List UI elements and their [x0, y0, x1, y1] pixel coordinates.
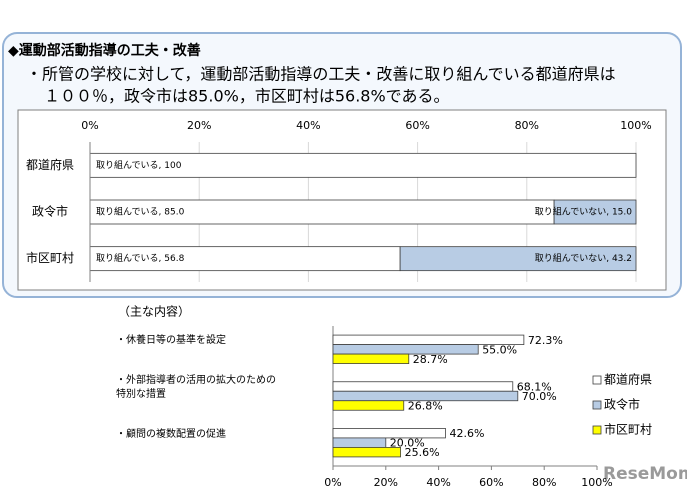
bar	[332, 344, 479, 355]
x-tick-label: 60%	[405, 119, 429, 132]
bar	[332, 381, 514, 392]
legend-label: 政令市	[604, 397, 640, 412]
subtitle: （主な内容）	[118, 304, 190, 319]
legend-label: 都道府県	[604, 372, 652, 387]
legend-label: 市区町村	[604, 422, 652, 437]
value-label: 26.8%	[408, 400, 443, 413]
legend-swatch	[592, 400, 602, 410]
value-label: 55.0%	[482, 343, 517, 356]
y-tick-label: 都道府県	[26, 157, 74, 172]
bar	[332, 447, 401, 458]
value-label: 取り組んでいる, 100	[96, 159, 182, 171]
value-label: 20.0%	[390, 437, 425, 450]
x-tick-label: 40%	[296, 119, 320, 132]
bar	[332, 437, 387, 448]
title: ◆運動部活動指導の工夫・改善	[8, 42, 201, 59]
value-label: 72.3%	[528, 334, 563, 347]
bar-segment	[399, 246, 637, 272]
x-tick-label: 40%	[426, 476, 450, 489]
legend-swatch	[592, 425, 602, 435]
y-tick-label: 政令市	[32, 204, 68, 219]
value-label: 取り組んでいる, 85.0	[96, 206, 185, 218]
value-label: 42.6%	[449, 427, 484, 440]
category-label: ・外部指導者の活用の拡大のための 特別な措置	[116, 375, 276, 400]
x-tick-label: 80%	[515, 119, 539, 132]
value-label: 28.7%	[413, 353, 448, 366]
legend-swatch	[592, 375, 602, 385]
category-label: ・顧問の複数配置の促進	[116, 428, 226, 440]
value-label: 70.0%	[522, 390, 557, 403]
watermark: ReseMom	[603, 464, 687, 484]
bullet-line: １００％，政令市は85.0%，市区町村は56.8%である。	[44, 87, 450, 106]
x-tick-label: 100%	[581, 476, 612, 489]
x-tick-label: 0%	[81, 119, 98, 132]
y-tick-label: 市区町村	[26, 250, 74, 265]
bar-segment	[89, 246, 401, 272]
x-tick-label: 0%	[324, 476, 341, 489]
bar	[332, 428, 446, 439]
x-tick-label: 80%	[532, 476, 556, 489]
bar	[332, 390, 519, 402]
x-tick-label: 20%	[374, 476, 398, 489]
value-label: 取り組んでいる, 56.8	[96, 252, 185, 264]
value-label: 25.6%	[405, 446, 440, 459]
value-label: 取り組んでいない, 15.0	[535, 206, 633, 218]
bar-segment	[553, 199, 637, 225]
bar-segment	[89, 199, 555, 225]
bar	[332, 400, 405, 411]
x-tick-label: 20%	[187, 119, 211, 132]
value-label: 取り組んでいない, 43.2	[535, 252, 632, 264]
value-label: 68.1%	[517, 381, 552, 394]
category-label: ・休養日等の基準を設定	[116, 335, 226, 347]
bar	[332, 353, 410, 364]
x-tick-label: 100%	[620, 119, 651, 132]
x-tick-label: 60%	[479, 476, 503, 489]
bullet-line: ・所管の学校に対して，運動部活動指導の工夫・改善に取り組んでいる都道府県は	[26, 65, 616, 84]
